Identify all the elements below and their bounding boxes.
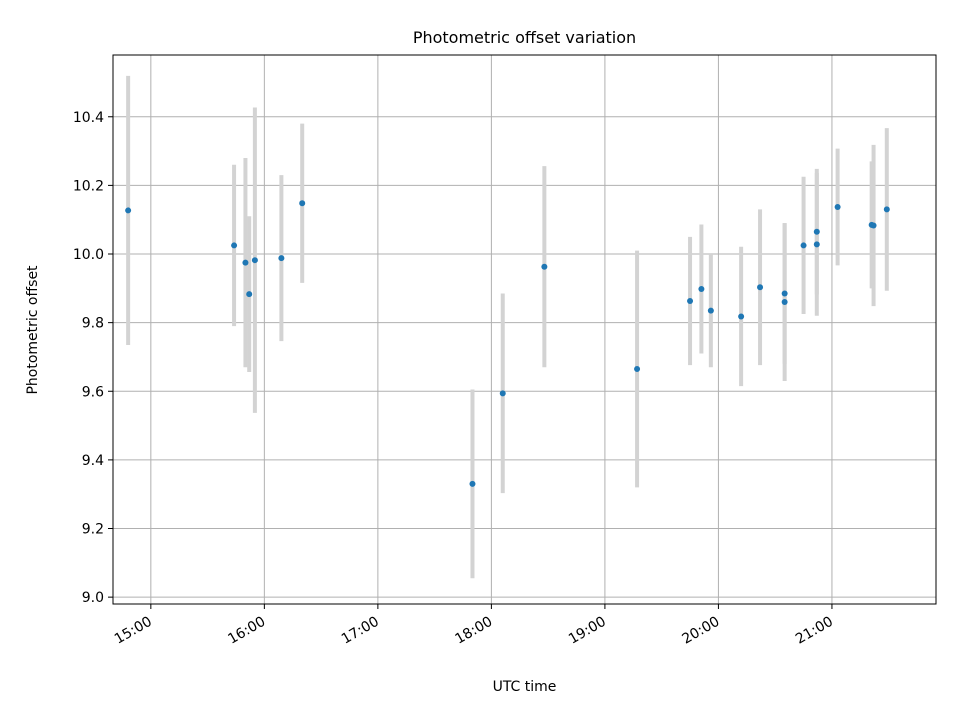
- data-point: [738, 313, 745, 320]
- data-point: [698, 286, 705, 293]
- data-point: [781, 299, 788, 306]
- y-axis-label: Photometric offset: [25, 265, 41, 395]
- data-point: [251, 257, 258, 264]
- y-tick-label: 9.4: [82, 453, 104, 469]
- x-axis-label: UTC time: [493, 679, 557, 695]
- plot-frame: [112, 54, 937, 605]
- data-point: [246, 291, 253, 298]
- y-tick-label: 10.2: [73, 178, 104, 194]
- chart-title: Photometric offset variation: [413, 28, 636, 47]
- data-point: [499, 390, 506, 397]
- data-point: [813, 228, 820, 235]
- data-point: [242, 259, 249, 266]
- y-tick-label: 9.6: [82, 384, 104, 400]
- data-point: [800, 242, 807, 249]
- y-tick-label: 10.0: [73, 247, 104, 263]
- data-point: [813, 241, 820, 248]
- data-point: [278, 255, 285, 262]
- data-point: [541, 263, 548, 270]
- y-tick-label: 9.0: [82, 590, 104, 606]
- data-point: [883, 206, 890, 213]
- data-point: [687, 298, 694, 305]
- y-tick-label: 9.8: [82, 316, 104, 332]
- data-point: [299, 200, 306, 207]
- data-point: [231, 242, 238, 249]
- data-point: [781, 290, 788, 297]
- data-point: [834, 204, 841, 211]
- data-points: [125, 200, 890, 487]
- data-point: [469, 480, 476, 487]
- y-tick-label: 9.2: [82, 522, 104, 538]
- y-axis-ticks: 9.0 9.2 9.4 9.6 9.8 10.0 10.2 10.4: [73, 110, 113, 606]
- data-point: [757, 284, 764, 291]
- data-point: [634, 365, 641, 372]
- data-point: [870, 222, 877, 229]
- y-tick-label: 10.4: [73, 110, 104, 126]
- data-point: [125, 207, 132, 214]
- data-point: [707, 307, 714, 314]
